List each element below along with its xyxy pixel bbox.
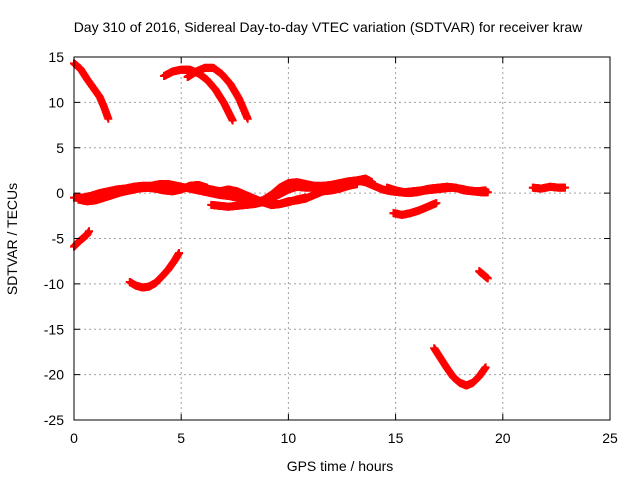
data-point-interp bbox=[300, 193, 309, 202]
x-tick-label: 0 bbox=[70, 430, 78, 446]
y-tick-label: -10 bbox=[44, 276, 64, 292]
y-axis-label: SDTVAR / TECUs bbox=[4, 183, 20, 295]
y-tick-label: -20 bbox=[44, 367, 64, 383]
x-tick-label: 20 bbox=[495, 430, 511, 446]
axes: 0 5 10 15 20 25 -25 -20 -15 -10 -5 0 5 10 15 bbox=[44, 49, 618, 446]
y-tick-label: -15 bbox=[44, 321, 64, 337]
y-tick-label: 0 bbox=[56, 185, 64, 201]
series-arc-u-evening bbox=[430, 344, 490, 390]
series-arc-early-high bbox=[70, 59, 113, 123]
series-arc-near-zero-e bbox=[267, 193, 310, 209]
data-point-interp bbox=[243, 113, 252, 122]
y-tick-label: 15 bbox=[48, 49, 64, 65]
chart-title: Day 310 of 2016, Sidereal Day-to-day VTE… bbox=[74, 19, 583, 35]
y-tick-label: 5 bbox=[56, 140, 64, 156]
y-tick-label: 10 bbox=[48, 94, 64, 110]
data-point-interp bbox=[481, 364, 490, 373]
data-series bbox=[70, 59, 569, 390]
x-axis-label: GPS time / hours bbox=[287, 458, 394, 474]
data-point-interp bbox=[483, 188, 492, 197]
data-point-interp bbox=[84, 228, 93, 237]
series-arc-u-morning bbox=[125, 249, 184, 292]
data-point-interp bbox=[483, 273, 492, 282]
data-point-interp bbox=[431, 199, 440, 208]
series-arc-dip-15h bbox=[389, 199, 441, 219]
x-tick-label: 5 bbox=[177, 430, 185, 446]
series-arc-near-zero-f bbox=[383, 182, 492, 197]
series-arc-early-negative bbox=[70, 227, 94, 251]
series-arc-late-small bbox=[528, 182, 569, 193]
data-point-interp bbox=[103, 113, 112, 122]
y-tick-label: -5 bbox=[52, 231, 65, 247]
series-arc-second-hump bbox=[183, 63, 252, 123]
series-arc-late-short bbox=[475, 267, 492, 283]
y-tick-label: -25 bbox=[44, 412, 64, 428]
x-tick-label: 10 bbox=[281, 430, 297, 446]
x-tick-label: 15 bbox=[388, 430, 404, 446]
x-tick-label: 25 bbox=[602, 430, 618, 446]
data-point-interp bbox=[560, 183, 569, 192]
data-point-interp bbox=[174, 250, 183, 259]
data-point-interp bbox=[227, 115, 236, 124]
grid bbox=[74, 57, 610, 420]
series-arc-near-zero-b bbox=[74, 180, 211, 206]
